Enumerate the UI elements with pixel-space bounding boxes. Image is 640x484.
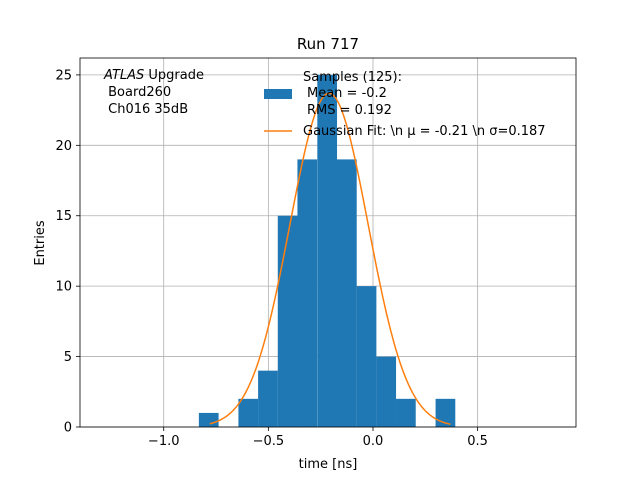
x-tick-label: −0.5 — [253, 434, 285, 449]
histogram-bar — [238, 398, 259, 427]
y-tick-label: 25 — [55, 68, 72, 83]
histogram-bar — [376, 356, 397, 427]
atlas-annotation: ATLAS Upgrade Board260 Ch016 35dB — [103, 68, 204, 117]
legend-histogram-swatch — [264, 89, 292, 99]
annotation-line-3: Ch016 35dB — [104, 102, 188, 117]
histogram-bar — [258, 370, 278, 427]
y-tick-label: 15 — [55, 209, 72, 224]
legend: Samples (125): Mean = -0.2 RMS = 0.192 G… — [264, 70, 546, 139]
x-tick-label: 0.5 — [467, 434, 488, 449]
y-axis-label: Entries — [33, 220, 48, 266]
histogram-bars — [198, 74, 456, 428]
annotation-italic: ATLAS — [103, 68, 144, 83]
legend-histogram-line-3: RMS = 0.192 — [307, 103, 392, 118]
histogram-bar — [297, 159, 318, 427]
histogram-bar — [435, 398, 456, 427]
legend-fit-label: Gaussian Fit: \n μ = -0.21 \n σ=0.187 — [303, 124, 546, 139]
histogram-bar — [317, 74, 338, 428]
y-tick-label: 20 — [55, 139, 72, 154]
gaussian-fit-curve — [209, 92, 451, 426]
y-tick-label: 10 — [55, 280, 72, 295]
x-axis-label: time [ns] — [299, 457, 358, 472]
histogram-bar — [396, 398, 416, 427]
annotation-line-2: Board260 — [104, 85, 171, 100]
legend-histogram-line-1: Samples (125): — [303, 70, 402, 85]
y-tick-label: 5 — [64, 350, 72, 365]
x-tick-label: −1.0 — [148, 434, 180, 449]
histogram-bar — [356, 286, 377, 427]
annotation-line-1-rest: Upgrade — [144, 68, 204, 83]
legend-histogram-line-2: Mean = -0.2 — [307, 86, 387, 101]
x-tick-label: 0.0 — [363, 434, 384, 449]
annotation-line-1: ATLAS Upgrade — [103, 68, 204, 83]
plot-frame — [79, 57, 577, 428]
y-tick-label: 0 — [64, 421, 72, 436]
axis-ticks: −1.0 −0.5 0.0 0.5 0 5 10 15 20 25 — [55, 68, 488, 449]
histogram-bar — [336, 159, 357, 427]
histogram-bar — [277, 215, 298, 427]
histogram-bar — [198, 412, 219, 427]
chart-title: Run 717 — [297, 35, 359, 53]
